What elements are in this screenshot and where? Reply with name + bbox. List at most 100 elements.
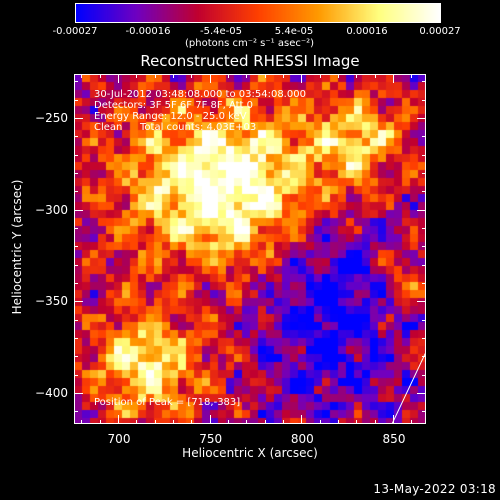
heatmap-image: [74, 74, 426, 424]
x-minor-tick: [319, 420, 321, 424]
x-minor-tick-top: [264, 74, 266, 78]
x-minor-tick-top: [338, 74, 339, 78]
y-minor-tick-right: [422, 227, 426, 229]
y-minor-tick-right: [422, 191, 426, 193]
y-minor-tick: [74, 81, 78, 83]
clean-annotation: Clean: [94, 122, 123, 133]
x-minor-tick-top: [173, 74, 174, 78]
y-minor-tick-right: [422, 99, 426, 101]
y-tick-label: −400: [35, 385, 68, 400]
x-minor-tick: [246, 420, 248, 424]
y-minor-tick-right: [422, 264, 426, 266]
x-minor-tick-top: [81, 74, 83, 78]
peak-position-annotation: Position of Peak = [718,-383]: [94, 397, 241, 408]
x-minor-tick-top: [356, 74, 358, 78]
y-minor-tick: [74, 136, 78, 138]
total-counts-annotation: Total counts: 4.03E+03: [140, 122, 257, 133]
x-minor-tick-top: [374, 74, 376, 78]
energy-range-annotation: Energy Range: 12.0 - 25.0 keV: [94, 111, 247, 122]
y-minor-tick: [74, 356, 78, 358]
x-minor-tick: [136, 420, 138, 424]
colorbar-tick-label: -0.00016: [125, 26, 171, 37]
y-minor-tick-right: [422, 356, 426, 358]
y-minor-tick: [74, 282, 78, 284]
y-tick-label: −250: [35, 110, 68, 125]
y-minor-tick: [74, 337, 78, 339]
x-major-tick: [118, 415, 119, 424]
x-minor-tick-top: [99, 74, 101, 78]
plot-area: 30-Jul-2012 03:48:08.000 to 03:54:08.000…: [74, 74, 426, 424]
y-minor-tick: [74, 246, 78, 248]
x-minor-tick: [81, 420, 83, 424]
x-minor-tick-top: [228, 74, 229, 78]
x-major-tick-top: [301, 74, 303, 83]
y-minor-tick: [74, 264, 78, 266]
x-axis-title: Heliocentric X (arcsec): [182, 446, 318, 460]
x-minor-tick-top: [136, 74, 138, 78]
y-major-tick: [74, 301, 83, 303]
x-minor-tick: [283, 420, 284, 424]
y-major-tick-right: [417, 209, 426, 211]
y-major-tick-right: [417, 392, 426, 394]
y-minor-tick-right: [422, 374, 426, 376]
x-tick-label: 850: [382, 432, 406, 446]
x-minor-tick: [356, 420, 358, 424]
x-minor-tick: [99, 420, 101, 424]
detectors-annotation: Detectors: 3F 5F 6F 7F 8F, Att 0: [94, 100, 254, 111]
x-minor-tick-top: [246, 74, 248, 78]
x-major-tick: [301, 415, 303, 424]
x-minor-tick-top: [191, 74, 193, 78]
y-minor-tick-right: [422, 81, 426, 83]
colorbar-units: (photons cm⁻² s⁻¹ asec⁻²): [185, 38, 315, 49]
colorbar-tick-label: 0.00027: [419, 26, 461, 37]
x-minor-tick: [338, 420, 339, 424]
chart-title: Reconstructed RHESSI Image: [140, 52, 360, 70]
y-minor-tick-right: [422, 319, 426, 321]
y-minor-tick: [74, 154, 78, 156]
y-minor-tick: [74, 99, 78, 101]
y-major-tick: [74, 117, 83, 119]
x-minor-tick-top: [154, 74, 156, 78]
y-minor-tick: [74, 172, 78, 174]
colorbar-tick-label: -5.4e-05: [200, 26, 242, 37]
x-minor-tick-top: [283, 74, 284, 78]
y-minor-tick-right: [422, 411, 426, 413]
x-minor-tick: [411, 420, 413, 424]
y-minor-tick-right: [422, 154, 426, 156]
x-major-tick-top: [393, 74, 394, 83]
x-minor-tick-top: [411, 74, 413, 78]
y-major-tick-right: [417, 301, 426, 303]
solar-limb-line: [391, 351, 426, 424]
y-minor-tick-right: [422, 136, 426, 138]
y-axis-title: Heliocentric Y (arcsec): [10, 179, 24, 315]
colorbar-tick-label: 0.00016: [346, 26, 388, 37]
colorbar: [75, 3, 441, 23]
x-tick-label: 700: [107, 432, 131, 446]
x-major-tick-top: [209, 74, 211, 83]
timestamp-footer: 13-May-2022 03:18: [373, 482, 496, 496]
y-minor-tick: [74, 227, 78, 229]
y-minor-tick: [74, 374, 78, 376]
y-minor-tick-right: [422, 282, 426, 284]
colorbar-tick-label: -0.00027: [52, 26, 98, 37]
x-minor-tick: [264, 420, 266, 424]
x-minor-tick: [154, 420, 156, 424]
x-minor-tick: [173, 420, 174, 424]
time-range-annotation: 30-Jul-2012 03:48:08.000 to 03:54:08.000: [94, 89, 306, 100]
y-minor-tick-right: [422, 337, 426, 339]
y-minor-tick: [74, 411, 78, 413]
x-major-tick: [393, 415, 394, 424]
x-minor-tick-top: [319, 74, 321, 78]
y-major-tick: [74, 392, 83, 394]
y-minor-tick: [74, 191, 78, 193]
colorbar-tick-label: 5.4e-05: [274, 26, 314, 37]
x-minor-tick: [191, 420, 193, 424]
y-tick-label: −300: [35, 202, 68, 217]
y-minor-tick-right: [422, 172, 426, 174]
y-tick-label: −350: [35, 294, 68, 309]
y-minor-tick: [74, 319, 78, 321]
x-tick-label: 750: [199, 432, 223, 446]
x-minor-tick: [374, 420, 376, 424]
y-major-tick-right: [417, 117, 426, 119]
plot-frame: [74, 74, 426, 424]
